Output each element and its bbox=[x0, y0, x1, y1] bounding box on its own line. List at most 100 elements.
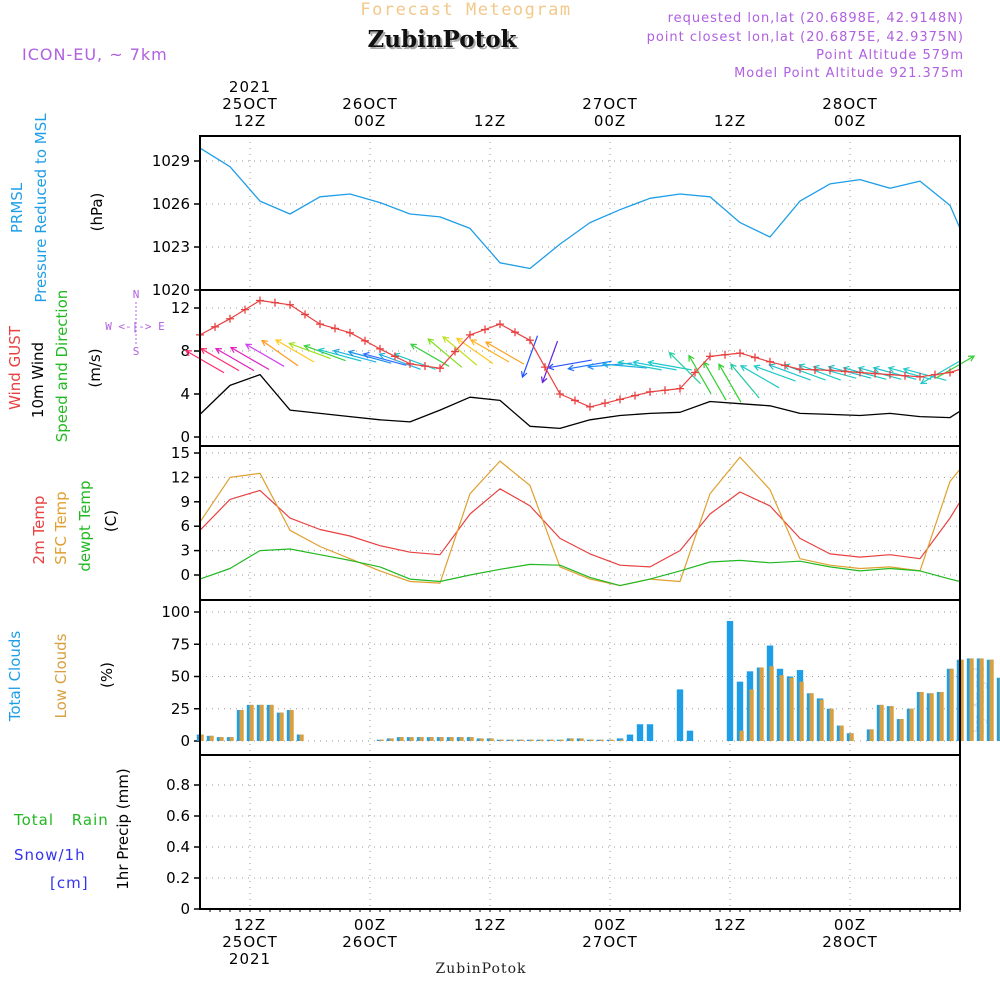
ytick-label-temperature: 0 bbox=[180, 566, 190, 584]
wind-direction-arrowhead bbox=[632, 359, 640, 367]
gust-marker bbox=[811, 365, 819, 374]
gust-marker bbox=[586, 402, 594, 411]
temp-2m-label: 2m Temp bbox=[30, 496, 48, 565]
low-cloud-bar bbox=[739, 730, 744, 741]
bottom-time-label: 12Z bbox=[474, 916, 506, 934]
wind-direction-arrowhead bbox=[857, 365, 865, 373]
total-cloud-bar bbox=[736, 681, 744, 741]
wind-direction-arrow bbox=[230, 347, 270, 371]
wind-speed-line bbox=[199, 373, 961, 430]
gust-marker bbox=[301, 310, 309, 319]
gust-marker bbox=[541, 363, 549, 372]
gust-line bbox=[199, 299, 961, 408]
pressure-label-2: Pressure Reduced to MSL bbox=[32, 113, 50, 303]
top-time-label: 12Z bbox=[714, 112, 746, 130]
low-cloud-bar bbox=[539, 739, 544, 741]
low-cloud-bar bbox=[569, 738, 574, 741]
ytick-label-temperature: 3 bbox=[180, 542, 190, 560]
wind-direction-arrow bbox=[185, 350, 225, 374]
low-cloud-bar bbox=[529, 739, 534, 741]
wind-direction-arrowhead bbox=[229, 346, 237, 353]
wind-direction-arrow bbox=[541, 340, 559, 383]
low-cloud-bar bbox=[819, 699, 824, 741]
model-name: ICON-EU, ~ 7km bbox=[22, 45, 168, 64]
low-cloud-bar bbox=[809, 693, 814, 741]
low-cloud-bar bbox=[899, 719, 904, 741]
total-cloud-bar bbox=[646, 724, 654, 741]
low-cloud-bar bbox=[759, 667, 764, 741]
wind-direction-arrow bbox=[304, 345, 346, 362]
sfc-temp-label: SFC Temp bbox=[52, 491, 70, 564]
ytick-label-precip: 0.2 bbox=[166, 869, 190, 887]
total-cloud-bar bbox=[616, 738, 624, 741]
wind-direction-arrowhead bbox=[540, 376, 548, 384]
model-altitude: Model Point Altitude 921.375m bbox=[734, 66, 964, 81]
panel-frame-clouds bbox=[199, 599, 961, 756]
pressure-label-1: PRMSL bbox=[8, 182, 26, 233]
ytick-label-wind: 0 bbox=[180, 428, 190, 446]
gust-marker bbox=[211, 322, 219, 331]
gust-marker bbox=[736, 349, 744, 358]
gust-marker bbox=[766, 357, 774, 366]
gust-marker bbox=[691, 368, 699, 377]
low-cloud-bar bbox=[749, 689, 754, 741]
gust-marker bbox=[226, 314, 234, 323]
wind-direction-arrow bbox=[348, 351, 392, 364]
gust-marker bbox=[916, 372, 924, 381]
ytick-label-temperature: 15 bbox=[171, 444, 190, 462]
low-cloud-bar bbox=[549, 739, 554, 741]
ytick-label-pressure: 1026 bbox=[152, 195, 190, 213]
gust-marker bbox=[931, 370, 939, 379]
compass-west-east: W <-|-> E bbox=[105, 320, 165, 333]
sfc-temp-line bbox=[199, 456, 961, 587]
wind-direction-arrowhead bbox=[872, 365, 880, 373]
gust-marker bbox=[706, 352, 714, 361]
gust-marker bbox=[241, 305, 249, 314]
wind-direction-arrowhead bbox=[469, 339, 477, 346]
wind-direction-arrow bbox=[410, 343, 450, 367]
ytick-label-precip: 0.8 bbox=[166, 776, 190, 794]
gust-marker bbox=[856, 368, 864, 377]
wind-label: 10m Wind bbox=[29, 342, 47, 418]
gust-marker bbox=[466, 330, 474, 339]
gust-marker bbox=[661, 386, 669, 395]
wind-direction-arrow bbox=[669, 352, 701, 385]
wind-direction-arrowhead bbox=[768, 363, 776, 370]
low-cloud-bar bbox=[449, 737, 454, 741]
low-cloud-bar bbox=[419, 737, 424, 741]
bottom-time-label: 00Z bbox=[594, 916, 626, 934]
low-cloud-bar bbox=[609, 739, 614, 741]
gust-marker bbox=[571, 396, 579, 405]
low-cloud-bar bbox=[499, 739, 504, 741]
location-title-front: ZubinPotok bbox=[368, 26, 518, 53]
panel-frame-pressure bbox=[199, 135, 961, 291]
wind-direction-arrow bbox=[245, 343, 285, 367]
gust-marker bbox=[406, 359, 414, 368]
wind-direction-arrow bbox=[888, 367, 932, 380]
wind-direction-arrowhead bbox=[842, 365, 850, 373]
wind-direction-arrowhead bbox=[274, 339, 282, 346]
ytick-label-clouds: 25 bbox=[171, 700, 190, 718]
top-title: Forecast Meteogram bbox=[360, 0, 571, 20]
gust-marker bbox=[346, 328, 354, 337]
ytick-label-precip: 0.4 bbox=[166, 838, 190, 856]
wind-direction-arrowhead bbox=[347, 349, 355, 357]
low-cloud-bar bbox=[239, 710, 244, 741]
wind-direction-arrowhead bbox=[303, 344, 311, 351]
wind-direction-arrow bbox=[379, 353, 421, 370]
low-cloud-bar bbox=[589, 739, 594, 741]
wind-direction-arrow bbox=[740, 365, 780, 389]
low-cloud-bar bbox=[459, 737, 464, 741]
gust-marker bbox=[886, 370, 894, 379]
gust-marker bbox=[481, 325, 489, 334]
wind-direction-arrow bbox=[261, 340, 299, 367]
gust-marker bbox=[721, 350, 729, 359]
top-time-label: 12Z bbox=[234, 112, 266, 130]
wind-direction-arrowhead bbox=[753, 364, 761, 371]
gust-marker bbox=[871, 369, 879, 378]
wind-direction-arrow bbox=[754, 365, 796, 382]
wind-direction-arrow bbox=[470, 339, 510, 363]
low-cloud-bar bbox=[509, 739, 514, 741]
temperature-unit-label: (C) bbox=[102, 510, 120, 532]
